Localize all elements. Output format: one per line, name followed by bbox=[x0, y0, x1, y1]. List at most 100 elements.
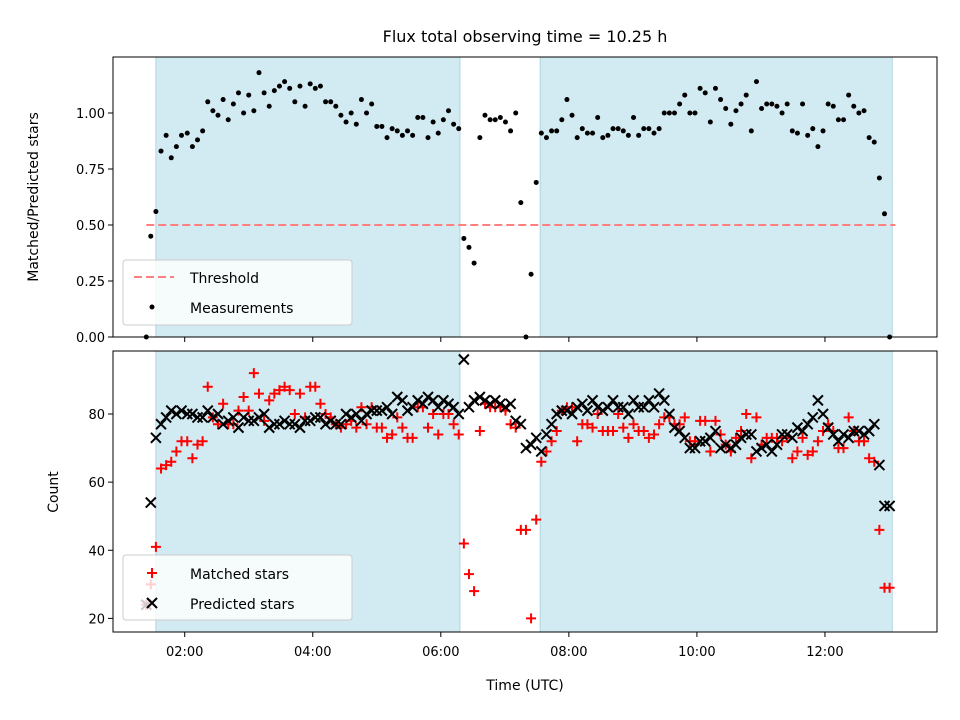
measurement-point bbox=[451, 121, 457, 127]
predicted-point bbox=[165, 404, 177, 417]
matched-point bbox=[341, 419, 352, 430]
predicted-point bbox=[340, 408, 352, 420]
predicted-point bbox=[694, 435, 706, 447]
predicted-point bbox=[237, 411, 250, 424]
predicted-point bbox=[863, 425, 875, 437]
predicted-point bbox=[207, 411, 219, 424]
measurement-point bbox=[282, 79, 288, 85]
measurement-point bbox=[666, 110, 672, 116]
bottom-y-ticks: 20 40 60 80 bbox=[88, 408, 113, 627]
predicted-point bbox=[350, 408, 363, 420]
predicted-point bbox=[453, 408, 465, 420]
measurement-point bbox=[528, 271, 534, 277]
matched-point bbox=[166, 456, 177, 467]
matched-point bbox=[859, 436, 870, 447]
measurement-point bbox=[158, 148, 164, 154]
predicted-point bbox=[381, 401, 393, 413]
legend-threshold-label: Threshold bbox=[189, 271, 259, 287]
predicted-point bbox=[243, 415, 255, 427]
bottom-x-ticks: 02:00 04:00 06:00 08:00 10:00 12:00 bbox=[166, 632, 844, 660]
matched-point bbox=[356, 402, 367, 413]
measurement-point bbox=[584, 130, 590, 136]
predicted-point bbox=[232, 421, 245, 434]
measurement-point bbox=[235, 90, 241, 96]
predicted-point bbox=[714, 442, 727, 454]
predicted-point bbox=[525, 438, 537, 451]
matched-point bbox=[197, 436, 208, 447]
predicted-point bbox=[673, 425, 686, 437]
predicted-point bbox=[812, 394, 824, 407]
measurement-point bbox=[830, 103, 836, 109]
predicted-point bbox=[883, 500, 896, 512]
measurement-point bbox=[225, 117, 231, 123]
predicted-point bbox=[873, 459, 886, 471]
predicted-point bbox=[684, 442, 696, 454]
predicted-point bbox=[217, 418, 229, 430]
matched-point bbox=[551, 426, 562, 437]
predicted-point bbox=[566, 408, 578, 420]
predicted-point bbox=[597, 404, 609, 417]
measurement-point bbox=[435, 130, 441, 136]
measurement-point bbox=[266, 103, 272, 109]
predicted-point bbox=[289, 418, 301, 430]
measurement-point bbox=[148, 233, 154, 239]
measurement-point bbox=[189, 144, 195, 150]
matched-point bbox=[715, 429, 726, 440]
matched-point bbox=[777, 436, 788, 447]
measurement-point bbox=[487, 117, 493, 123]
matched-point bbox=[248, 368, 259, 379]
measurement-point bbox=[369, 101, 375, 107]
matched-point bbox=[361, 419, 372, 430]
matched-point bbox=[187, 453, 198, 464]
top-measurement-points bbox=[143, 70, 893, 340]
predicted-point bbox=[679, 432, 691, 444]
measurement-point bbox=[425, 135, 431, 141]
measurement-point bbox=[389, 126, 395, 132]
matched-point bbox=[628, 419, 639, 430]
matched-point bbox=[382, 432, 393, 443]
matched-point bbox=[802, 449, 813, 460]
predicted-point bbox=[643, 394, 655, 407]
predicted-point bbox=[278, 415, 291, 427]
matched-star-points bbox=[141, 368, 895, 624]
measurement-point bbox=[789, 128, 795, 134]
measurement-point bbox=[825, 101, 831, 107]
matched-point bbox=[202, 381, 213, 392]
predicted-point bbox=[427, 394, 439, 407]
predicted-point bbox=[314, 411, 327, 424]
measurement-point bbox=[861, 108, 867, 114]
predicted-point bbox=[638, 401, 650, 413]
predicted-point bbox=[324, 415, 337, 427]
matched-point bbox=[741, 409, 752, 420]
measurement-point bbox=[646, 126, 652, 132]
predicted-point bbox=[796, 425, 809, 437]
predicted-point bbox=[740, 428, 752, 441]
x-tick-label: 04:00 bbox=[294, 645, 331, 660]
matched-point bbox=[376, 422, 387, 433]
measurement-point bbox=[671, 110, 677, 116]
matched-point bbox=[705, 446, 716, 457]
legend-predicted-swatch bbox=[146, 597, 158, 609]
matched-point bbox=[608, 426, 619, 437]
predicted-point bbox=[463, 401, 475, 413]
matched-point bbox=[730, 432, 741, 443]
top-axes-frame bbox=[112, 56, 938, 338]
predicted-point bbox=[776, 428, 788, 441]
measurement-point bbox=[477, 135, 483, 141]
matched-point bbox=[182, 436, 193, 447]
measurement-point bbox=[841, 117, 847, 123]
predicted-point bbox=[417, 398, 429, 410]
matched-point bbox=[541, 446, 552, 457]
matched-point bbox=[259, 415, 270, 426]
predicted-point bbox=[591, 401, 604, 413]
predicted-point bbox=[612, 401, 624, 413]
measurement-point bbox=[405, 128, 411, 134]
matched-point bbox=[751, 412, 762, 423]
measurement-point bbox=[394, 128, 400, 134]
predicted-point bbox=[181, 408, 193, 420]
measurement-point bbox=[312, 85, 318, 91]
matched-point bbox=[253, 388, 264, 399]
matched-point bbox=[674, 419, 685, 430]
predicted-point bbox=[720, 438, 732, 451]
